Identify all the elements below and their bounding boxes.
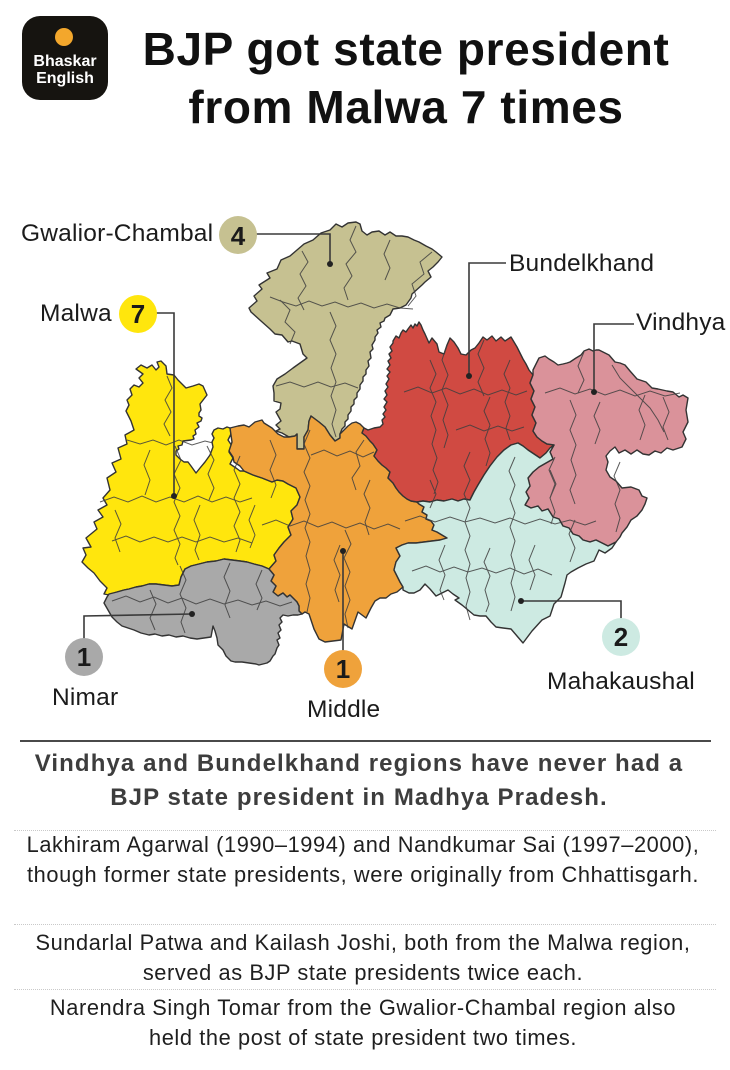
svg-text:Middle: Middle	[307, 696, 380, 723]
svg-text:Mahakaushal: Mahakaushal	[547, 668, 695, 695]
svg-text:Bundelkhand: Bundelkhand	[509, 250, 654, 277]
svg-text:Vindhya: Vindhya	[636, 309, 726, 336]
svg-text:4: 4	[231, 221, 246, 251]
svg-text:1: 1	[77, 642, 91, 672]
svg-text:Nimar: Nimar	[52, 684, 118, 711]
svg-text:2: 2	[614, 622, 628, 652]
svg-text:Gwalior-Chambal: Gwalior-Chambal	[21, 220, 213, 247]
svg-text:1: 1	[336, 654, 350, 684]
svg-text:Malwa: Malwa	[40, 300, 112, 327]
svg-text:7: 7	[131, 299, 145, 329]
